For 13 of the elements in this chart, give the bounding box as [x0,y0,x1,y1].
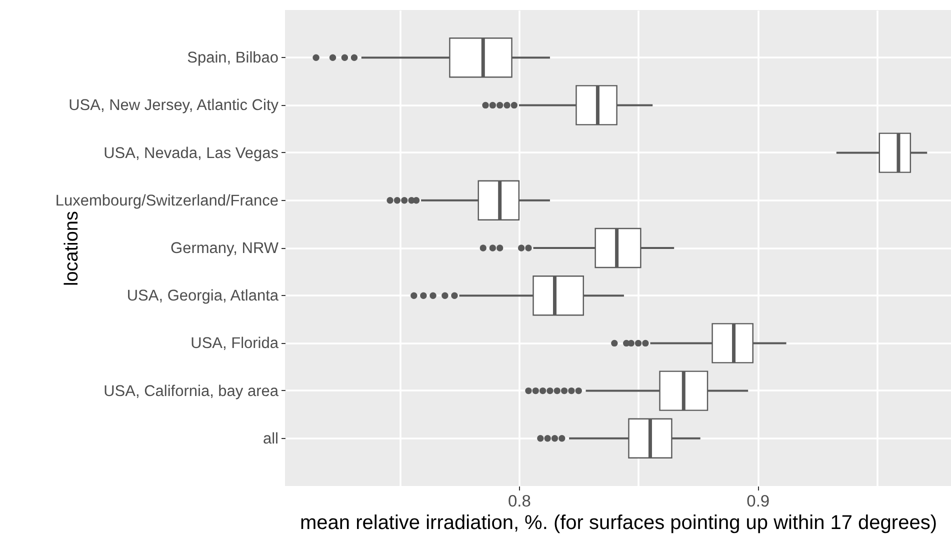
y-tick-label: Spain, Bilbao [187,50,278,67]
y-axis-title: locations [62,211,82,286]
y-tick-label: Germany, NRW [170,240,279,257]
x-tick-label: 0.8 [508,492,531,510]
y-tick-label: USA, Georgia, Atlanta [126,288,279,305]
y-tick-label: USA, New Jersey, Atlantic City [68,97,279,114]
y-tick-label: USA, California, bay area [104,382,279,400]
x-tick-label: 0.9 [746,492,770,510]
y-tick-label: USA, Nevada, Las Vegas [104,144,279,162]
y-tick-label: all [262,430,278,448]
y-tick-label: USA, Florida [190,335,279,352]
y-tick-label: Luxembourg/Switzerland/France [55,192,278,210]
x-axis-title: mean relative irradiation, %. (for surfaces pointing up within 17 degrees) [300,512,937,534]
